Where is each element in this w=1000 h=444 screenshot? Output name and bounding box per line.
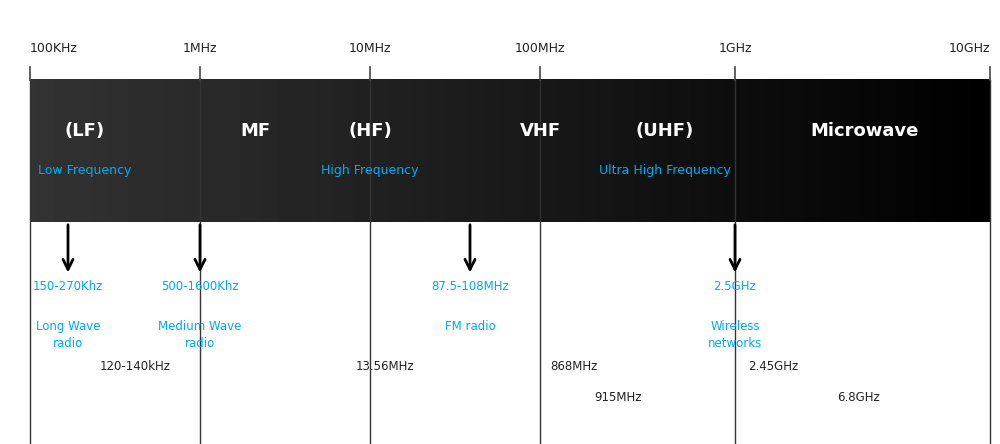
Text: VHF: VHF: [519, 122, 561, 140]
Text: 2.5GHz: 2.5GHz: [714, 280, 756, 293]
Text: FM radio: FM radio: [445, 320, 495, 333]
Text: Medium Wave
radio: Medium Wave radio: [158, 320, 242, 350]
Text: MF: MF: [240, 122, 270, 140]
Text: 10MHz: 10MHz: [349, 43, 391, 56]
Text: Ultra High Frequency: Ultra High Frequency: [599, 164, 731, 178]
Text: 10GHz: 10GHz: [948, 43, 990, 56]
Text: 100MHz: 100MHz: [515, 43, 565, 56]
Text: 2.45GHz: 2.45GHz: [748, 360, 798, 373]
Text: Long Wave
radio: Long Wave radio: [36, 320, 100, 350]
Text: High Frequency: High Frequency: [321, 164, 419, 178]
Text: 120-140kHz: 120-140kHz: [100, 360, 170, 373]
Text: 150-270Khz: 150-270Khz: [33, 280, 103, 293]
Text: Wireless
networks: Wireless networks: [708, 320, 762, 350]
Text: 915MHz: 915MHz: [594, 391, 642, 404]
Text: (UHF): (UHF): [636, 122, 694, 140]
Text: 100KHz: 100KHz: [30, 43, 78, 56]
Text: 6.8GHz: 6.8GHz: [837, 391, 879, 404]
Text: 87.5-108MHz: 87.5-108MHz: [431, 280, 509, 293]
Text: 500-1600Khz: 500-1600Khz: [161, 280, 239, 293]
Text: 868MHz: 868MHz: [551, 360, 598, 373]
Text: 1GHz: 1GHz: [718, 43, 752, 56]
Text: Microwave: Microwave: [811, 122, 919, 140]
Text: 1MHz: 1MHz: [183, 43, 217, 56]
Text: 13.56MHz: 13.56MHz: [356, 360, 414, 373]
Text: Low Frequency: Low Frequency: [38, 164, 132, 178]
Text: (LF): (LF): [65, 122, 105, 140]
Text: (HF): (HF): [348, 122, 392, 140]
